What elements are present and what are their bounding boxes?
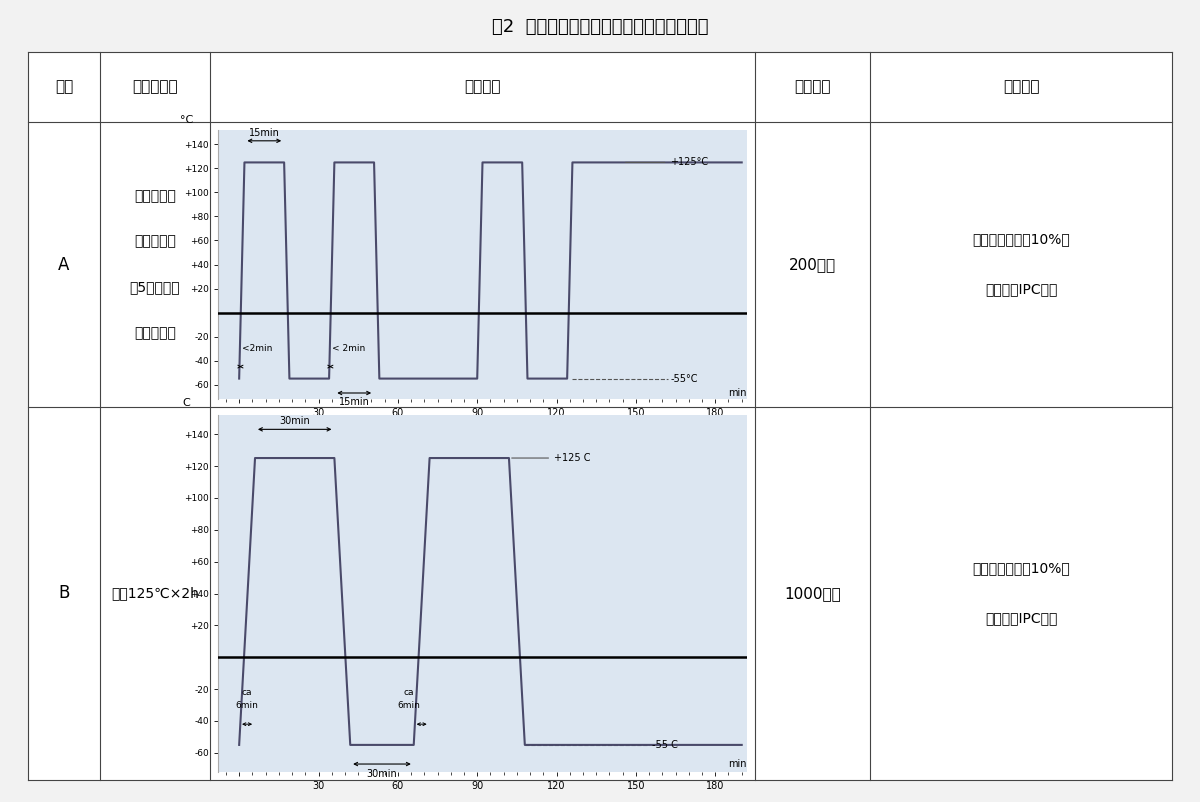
Text: min: min: [728, 388, 746, 398]
Text: +125°C: +125°C: [671, 157, 708, 168]
Text: ca: ca: [242, 688, 252, 697]
Text: 电阻变化率小于10%，

切片符合IPC要求: 电阻变化率小于10%， 切片符合IPC要求: [972, 233, 1070, 297]
Text: 200循环: 200循环: [788, 257, 836, 272]
Text: 电阻变化率小于10%，

切片符合IPC要求: 电阻变化率小于10%， 切片符合IPC要求: [972, 561, 1070, 626]
Text: 表2  不同的两个客户冷热循环测试接受标准: 表2 不同的两个客户冷热循环测试接受标准: [492, 18, 708, 36]
Text: -55 C: -55 C: [652, 740, 678, 750]
Text: 烘烤125℃×2h: 烘烤125℃×2h: [112, 586, 199, 601]
Text: 30min: 30min: [280, 416, 310, 426]
Text: 15min: 15min: [338, 397, 370, 407]
Text: 循环次数: 循环次数: [794, 79, 830, 95]
Text: A: A: [59, 256, 70, 273]
Text: ca: ca: [403, 688, 414, 697]
Text: <2min: <2min: [242, 344, 272, 353]
Text: 接受标准: 接受标准: [1003, 79, 1039, 95]
Y-axis label: °C: °C: [180, 115, 193, 124]
Text: B: B: [59, 585, 70, 602]
Text: +125 C: +125 C: [554, 453, 590, 463]
Text: 30min: 30min: [367, 769, 397, 779]
Text: -55°C: -55°C: [671, 374, 697, 383]
Text: < 2min: < 2min: [331, 344, 365, 353]
Y-axis label: C: C: [182, 398, 190, 408]
Text: 1000循环: 1000循环: [784, 586, 841, 601]
Text: 15min: 15min: [248, 128, 280, 139]
Text: 客户: 客户: [55, 79, 73, 95]
Text: 根据产品的

装配条件进

行5次有铅或

无铅回流焊: 根据产品的 装配条件进 行5次有铅或 无铅回流焊: [130, 189, 180, 340]
Text: 测试条件: 测试条件: [464, 79, 500, 95]
Text: 6min: 6min: [235, 701, 258, 710]
Text: 6min: 6min: [397, 701, 420, 710]
Text: 预处理条件: 预处理条件: [132, 79, 178, 95]
Text: min: min: [728, 759, 746, 769]
